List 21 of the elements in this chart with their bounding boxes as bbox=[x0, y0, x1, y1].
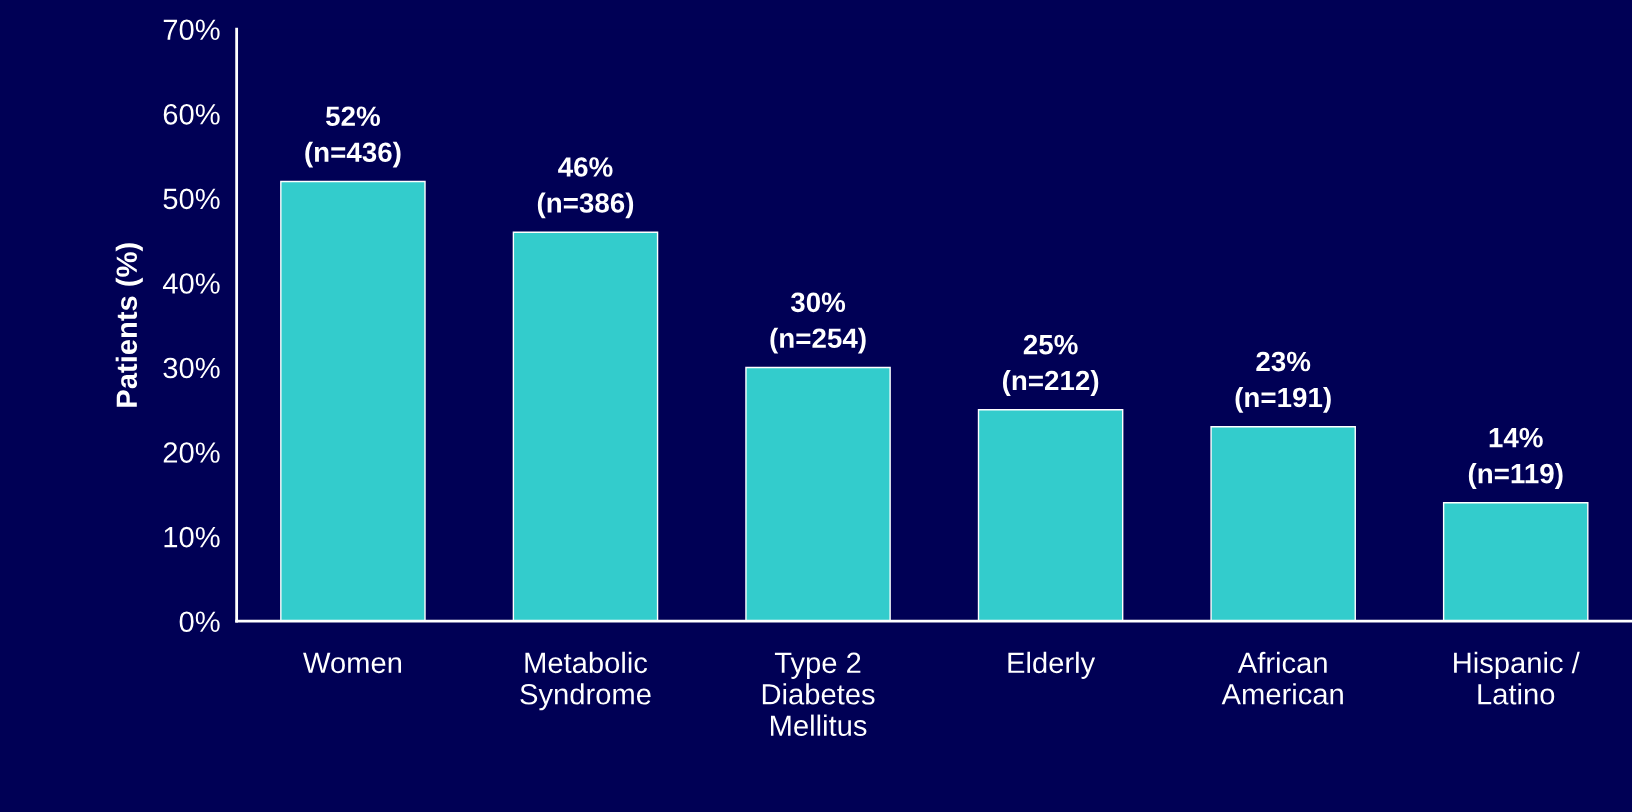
x-tick-label: Metabolic Syndrome bbox=[520, 651, 651, 711]
y-tick-label: 40% bbox=[162, 273, 220, 294]
x-tick-label: Type 2 Diabetes Mellitus bbox=[762, 652, 875, 736]
data-label: 30% (n=254) bbox=[770, 292, 866, 354]
y-axis-title: Patients (%) bbox=[115, 243, 143, 407]
data-label: 23% (n=191) bbox=[1235, 351, 1331, 413]
y-tick-label: 0% bbox=[179, 611, 220, 633]
data-label: 46% (n=386) bbox=[537, 157, 634, 219]
x-tick-label: Elderly bbox=[1008, 651, 1096, 679]
y-tick-label: 10% bbox=[164, 526, 220, 548]
x-tick-label: Hispanic / Latino bbox=[1454, 651, 1580, 705]
y-tick-label: 20% bbox=[163, 442, 220, 463]
y-tick-label: 70% bbox=[163, 19, 220, 41]
x-tick-label: African American bbox=[1221, 651, 1343, 705]
data-label: 52% (n=436) bbox=[305, 106, 401, 168]
y-tick-label: 50% bbox=[163, 188, 220, 210]
y-tick-label: 60% bbox=[163, 104, 220, 125]
x-tick-label: Women bbox=[303, 652, 402, 674]
y-tick-label: 30% bbox=[163, 357, 220, 379]
data-label: 25% (n=212) bbox=[1002, 334, 1099, 396]
data-label: 14% (n=119) bbox=[1468, 427, 1563, 489]
